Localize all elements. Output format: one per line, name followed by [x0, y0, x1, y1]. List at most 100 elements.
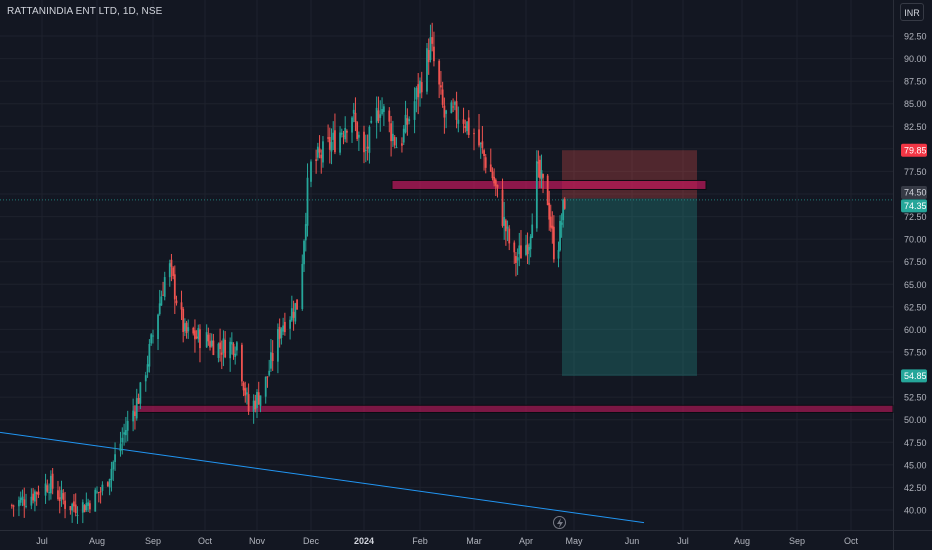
price-label-entry-badge: [901, 186, 927, 200]
candle-down: [483, 150, 485, 157]
candle-up: [516, 257, 519, 261]
candle-down: [438, 60, 441, 85]
candle-up: [301, 263, 304, 310]
candle-up: [344, 127, 347, 140]
candle-up: [158, 303, 161, 315]
price-tick-label: 42.50: [904, 483, 927, 493]
candle-down: [12, 505, 15, 507]
candle-up: [392, 133, 394, 142]
candle-down: [10, 505, 13, 507]
candle-down: [266, 376, 269, 378]
candle-down: [462, 119, 465, 124]
candle-down: [393, 137, 396, 146]
candle-up: [270, 352, 272, 369]
candle-down: [427, 50, 430, 63]
candle-down: [296, 299, 298, 310]
candle-down: [207, 334, 210, 342]
candle-up: [48, 492, 50, 494]
candle-down: [320, 154, 323, 159]
candle-up: [528, 246, 530, 251]
candle-up: [310, 161, 312, 182]
price-tick-label: 52.50: [904, 393, 927, 403]
candle-down: [452, 106, 454, 108]
candle-up: [235, 342, 238, 351]
candle-up: [404, 114, 407, 133]
candle-down: [473, 133, 475, 135]
candle-up: [316, 146, 319, 158]
candle-up: [94, 489, 97, 512]
candle-up: [144, 375, 147, 382]
candle-down: [464, 126, 467, 129]
candle-down: [356, 122, 359, 139]
currency-button[interactable]: INR: [900, 3, 924, 21]
lightning-icon[interactable]: [553, 516, 566, 529]
candle-down: [501, 189, 504, 226]
candle-down: [420, 82, 423, 93]
candle-up: [466, 121, 468, 132]
candle-up: [351, 117, 353, 133]
candle-up: [280, 328, 283, 338]
time-tick-label: Oct: [844, 536, 859, 546]
candle-up: [25, 505, 27, 507]
candle-up: [71, 503, 74, 511]
candle-up: [368, 126, 371, 153]
candle-down: [327, 137, 329, 139]
candle-up: [525, 245, 527, 256]
candle-down: [520, 245, 522, 259]
candle-down: [247, 394, 250, 412]
candle-up: [357, 134, 360, 138]
candle-up: [150, 334, 153, 344]
price-tick-label: 87.50: [904, 77, 927, 87]
candle-up: [364, 149, 367, 151]
candle-down: [254, 400, 257, 410]
candle-up: [114, 454, 116, 463]
candle-down: [97, 492, 100, 494]
time-tick-label: Feb: [412, 536, 428, 546]
time-tick-label: Aug: [734, 536, 750, 546]
candle-down: [388, 110, 391, 122]
candle-down: [23, 499, 26, 506]
candle-down: [433, 46, 435, 62]
candle-down: [283, 321, 286, 333]
candle-up: [123, 432, 125, 435]
candle-down: [504, 220, 507, 232]
candle-up: [197, 328, 200, 340]
candle-down: [271, 353, 274, 362]
candle-up: [168, 263, 171, 278]
time-tick-label: May: [565, 536, 583, 546]
candle-up: [148, 344, 151, 367]
candle-down: [481, 141, 484, 148]
candle-up: [479, 143, 482, 145]
candle-down: [546, 175, 549, 206]
candle-down: [242, 382, 245, 391]
candle-down: [406, 118, 409, 125]
candle-down: [83, 505, 86, 513]
price-label-stop: 79.85: [904, 145, 927, 155]
candle-down: [89, 503, 91, 510]
price-tick-label: 92.50: [904, 32, 927, 42]
time-tick-label: Aug: [89, 536, 105, 546]
candle-up: [303, 240, 305, 265]
candle-down: [478, 129, 480, 146]
candle-down: [494, 179, 497, 186]
candle-down: [563, 198, 566, 209]
candle-up: [163, 277, 166, 297]
candle-down: [328, 137, 331, 150]
candle-down: [219, 342, 221, 350]
candle-down: [32, 493, 35, 501]
candle-up: [322, 141, 324, 163]
candle-down: [515, 256, 517, 263]
candle-down: [241, 344, 243, 382]
candle-up: [21, 496, 24, 500]
candle-down: [224, 339, 227, 358]
candle-up: [217, 343, 220, 358]
candle-down: [334, 130, 336, 153]
candle-down: [195, 336, 198, 338]
price-tick-label: 67.50: [904, 257, 927, 267]
candle-up: [34, 491, 36, 502]
candle-up: [110, 468, 113, 480]
candle-up: [119, 443, 122, 452]
candle-up: [268, 370, 271, 376]
candle-up: [230, 342, 233, 345]
